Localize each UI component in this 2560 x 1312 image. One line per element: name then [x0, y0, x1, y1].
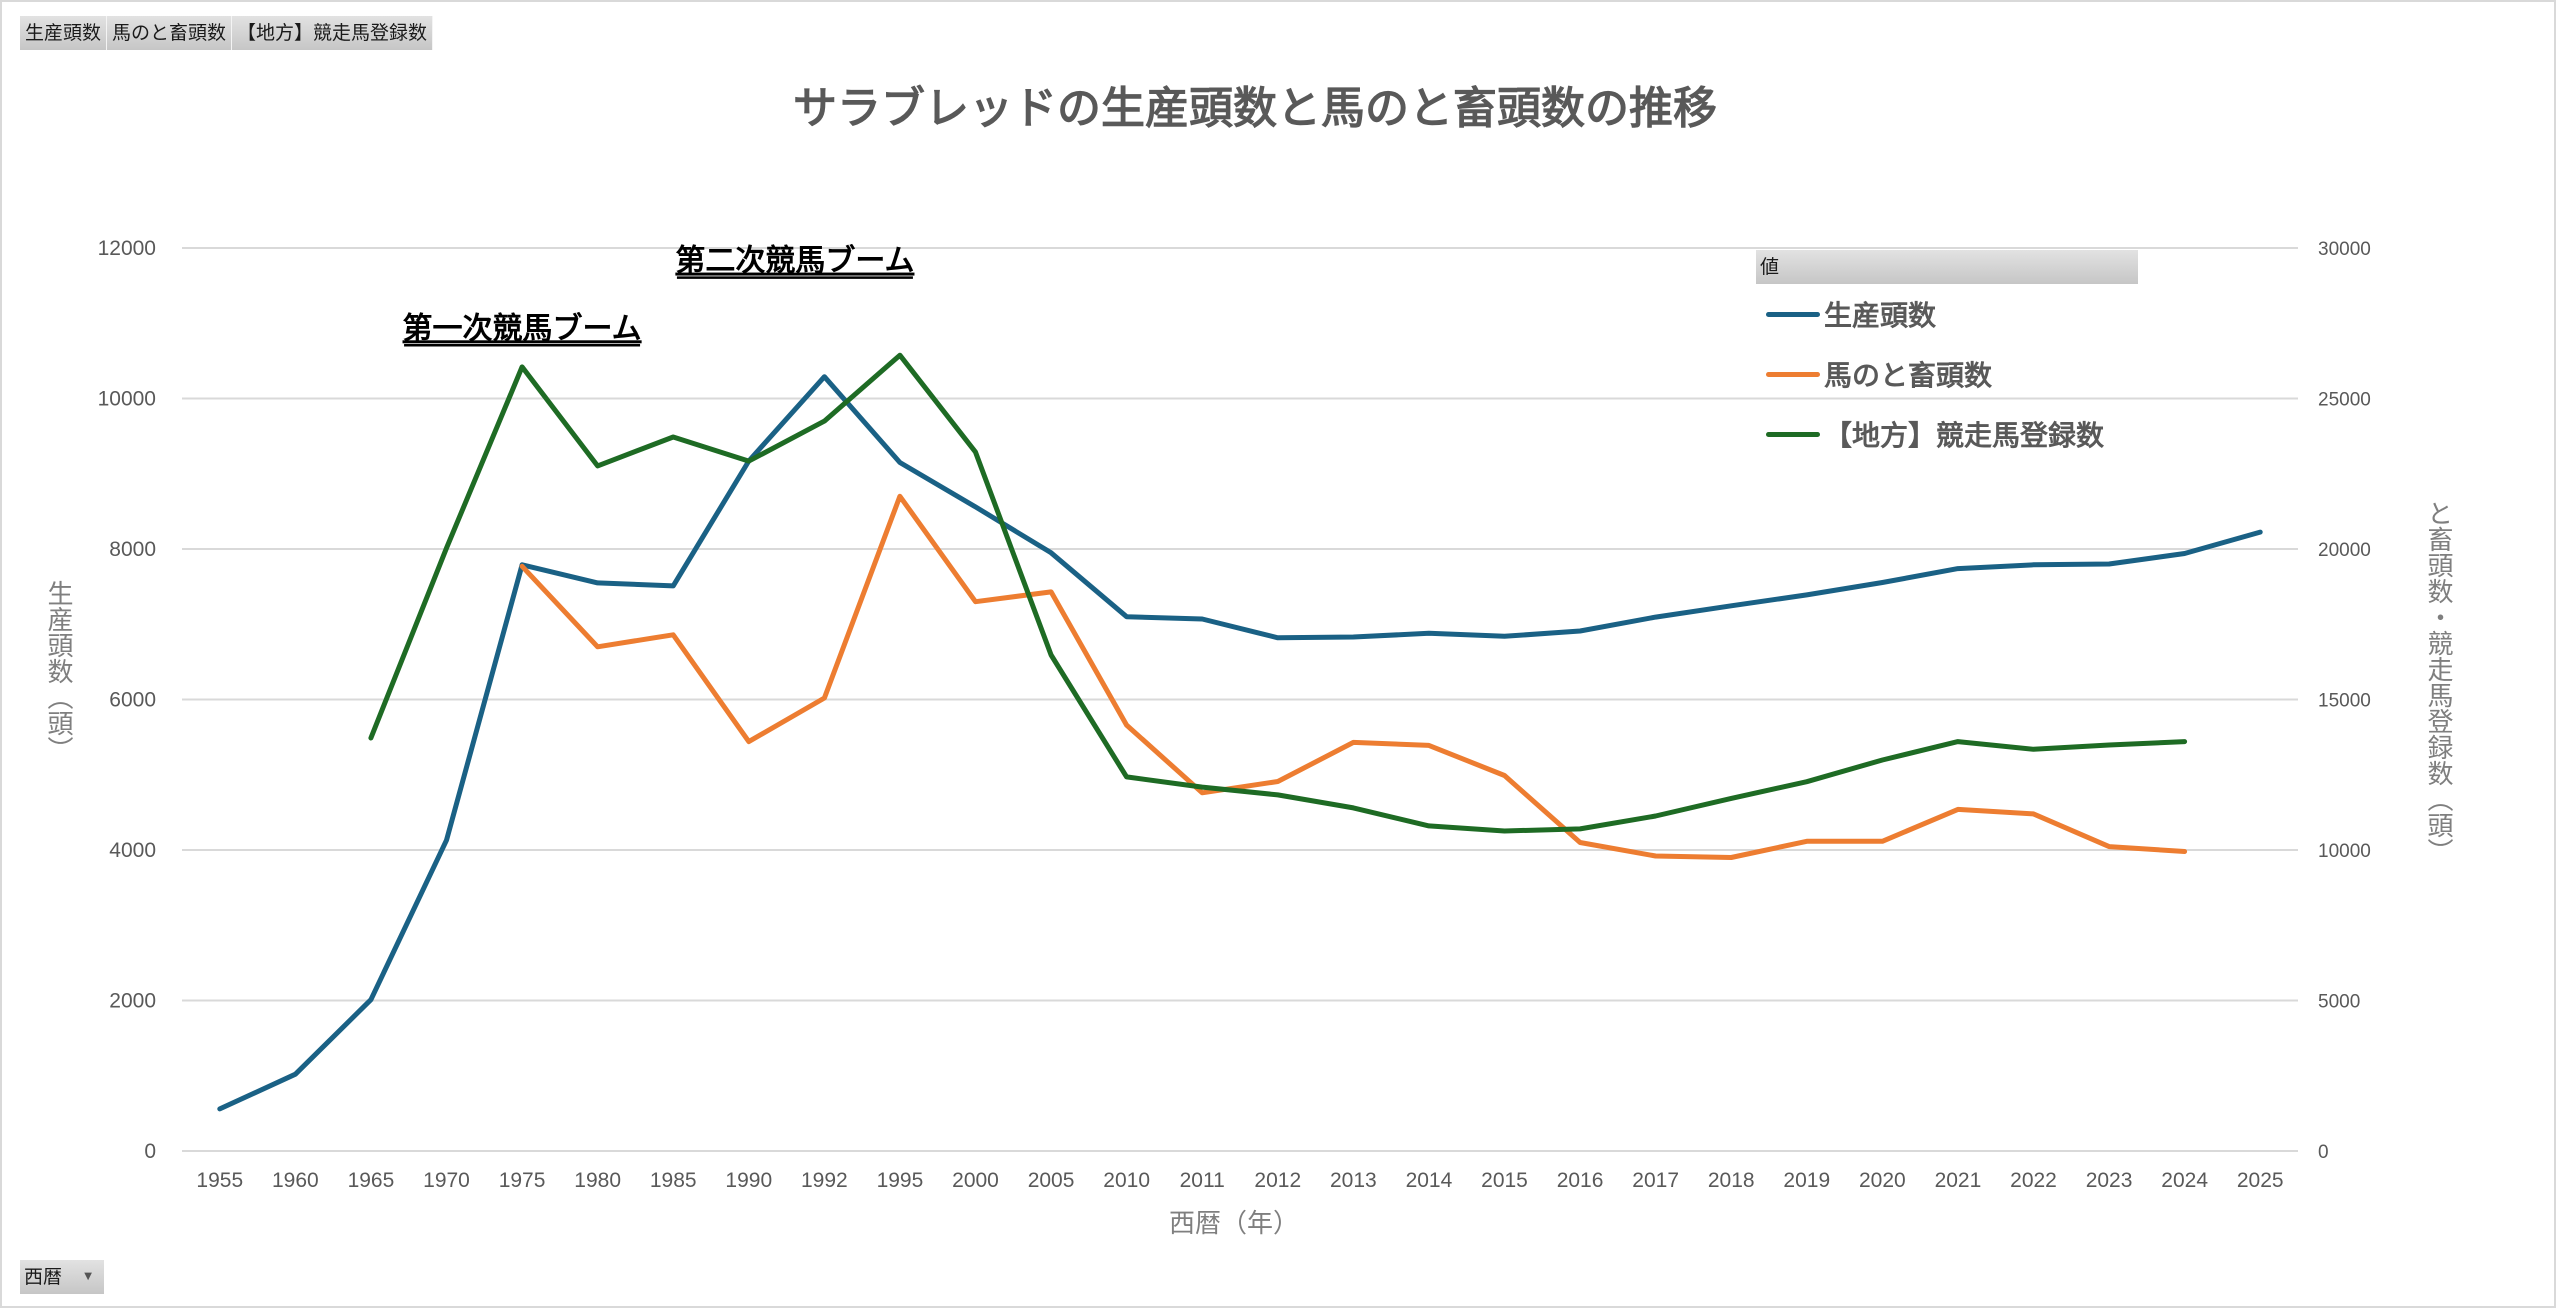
- dropdown-arrow-icon[interactable]: ▼: [84, 1271, 92, 1282]
- x-tick-label: 2023: [2086, 1169, 2133, 1192]
- gridlines: [182, 247, 2298, 1152]
- legend-item-registrations[interactable]: 【地方】競走馬登録数: [1756, 404, 2138, 464]
- y-axis-title: 生産頭数（頭）: [43, 580, 73, 762]
- series-line-1: [519, 493, 2188, 860]
- x-tick-label: 2025: [2237, 1169, 2284, 1192]
- x-tick-label: 1985: [650, 1169, 697, 1192]
- x-tick-label: 1965: [348, 1169, 395, 1192]
- y-tick-label: 0: [144, 1140, 156, 1163]
- annotation-label: 第一次競馬ブーム: [403, 311, 642, 346]
- y2-axis-ticks: 0 5000 10000 15000 20000 25000 30000: [2318, 239, 2371, 1163]
- annotation-label: 第二次競馬ブーム: [675, 244, 914, 279]
- x-tick-label: 2013: [1330, 1169, 1377, 1192]
- x-axis-ticks: 1955 1960 1965 1970 1975 1980 1985 1990 1992 1995…: [196, 1169, 2283, 1192]
- x-tick-label: 2019: [1783, 1169, 1830, 1192]
- x-tick-label: 2014: [1406, 1169, 1453, 1192]
- x-tick-label: 2020: [1859, 1169, 1906, 1192]
- y2-tick-label: 15000: [2318, 691, 2371, 712]
- y2-tick-label: 5000: [2318, 992, 2360, 1013]
- y-tick-label: 6000: [109, 689, 156, 712]
- x-tick-label: 2021: [1935, 1169, 1982, 1192]
- series-line-2: [368, 352, 2188, 834]
- x-tick-label: 1970: [423, 1169, 470, 1192]
- legend-label: 馬のと畜頭数: [1824, 359, 1993, 392]
- legend: 値 生産頭数 馬のと畜頭数 【地方】競走馬登録数: [1756, 250, 2138, 464]
- y2-tick-label: 0: [2318, 1142, 2329, 1163]
- x-tick-label: 2012: [1254, 1169, 1301, 1192]
- y2-axis-title: と畜頭数・競走馬登録数（頭）: [2423, 500, 2453, 864]
- x-tick-label: 2024: [2161, 1169, 2208, 1192]
- legend-swatch-production: [1766, 311, 1820, 317]
- x-tick-label: 1990: [725, 1169, 772, 1192]
- x-tick-label: 2005: [1028, 1169, 1075, 1192]
- x-tick-label: 1955: [196, 1169, 243, 1192]
- x-tick-label: 1992: [801, 1169, 848, 1192]
- y-tick-label: 8000: [109, 538, 156, 561]
- chart-title: サラブレッドの生産頭数と馬のと畜頭数の推移: [793, 83, 1717, 134]
- x-tick-label: 2000: [952, 1169, 999, 1192]
- y2-tick-label: 10000: [2318, 841, 2371, 862]
- series-line-0: [217, 374, 2263, 1112]
- x-tick-label: 1975: [499, 1169, 546, 1192]
- x-tick-label: 2017: [1632, 1169, 1679, 1192]
- x-tick-label: 1980: [574, 1169, 621, 1192]
- series-lines: [217, 352, 2263, 1112]
- x-tick-label: 2016: [1557, 1169, 1604, 1192]
- pivot-field-registrations[interactable]: 【地方】競走馬登録数: [232, 16, 434, 50]
- pivot-field-slaughter[interactable]: 馬のと畜頭数: [107, 16, 233, 50]
- legend-values-header[interactable]: 値: [1756, 250, 2138, 284]
- x-tick-label: 2015: [1481, 1169, 1528, 1192]
- x-tick-label: 1960: [272, 1169, 319, 1192]
- legend-item-slaughter[interactable]: 馬のと畜頭数: [1756, 344, 2138, 404]
- axis-field-year[interactable]: 西暦 ▼: [20, 1260, 104, 1294]
- y-axis-ticks: 0 2000 4000 6000 8000 10000 12000: [98, 237, 156, 1163]
- legend-label: 生産頭数: [1824, 299, 1937, 332]
- legend-swatch-slaughter: [1766, 371, 1820, 377]
- x-tick-label: 2018: [1708, 1169, 1755, 1192]
- x-tick-label: 2010: [1103, 1169, 1150, 1192]
- x-tick-label: 1995: [877, 1169, 924, 1192]
- legend-label: 【地方】競走馬登録数: [1824, 419, 2105, 452]
- legend-item-production[interactable]: 生産頭数: [1756, 284, 2138, 344]
- axis-field-label: 西暦: [24, 1266, 63, 1288]
- y2-tick-label: 20000: [2318, 540, 2371, 561]
- y2-tick-label: 25000: [2318, 390, 2371, 411]
- y-tick-label: 4000: [109, 839, 156, 862]
- x-tick-label: 2011: [1180, 1169, 1225, 1192]
- y-tick-label: 2000: [109, 990, 156, 1013]
- x-tick-label: 2022: [2010, 1169, 2057, 1192]
- y-tick-label: 12000: [98, 237, 156, 260]
- x-axis-title: 西暦（年）: [1169, 1209, 1299, 1239]
- y-tick-label: 10000: [98, 388, 156, 411]
- pivot-value-fields: 生産頭数 馬のと畜頭数 【地方】競走馬登録数: [20, 16, 434, 50]
- legend-swatch-registrations: [1766, 431, 1820, 437]
- pivot-field-production[interactable]: 生産頭数: [20, 16, 108, 50]
- y2-tick-label: 30000: [2318, 239, 2371, 260]
